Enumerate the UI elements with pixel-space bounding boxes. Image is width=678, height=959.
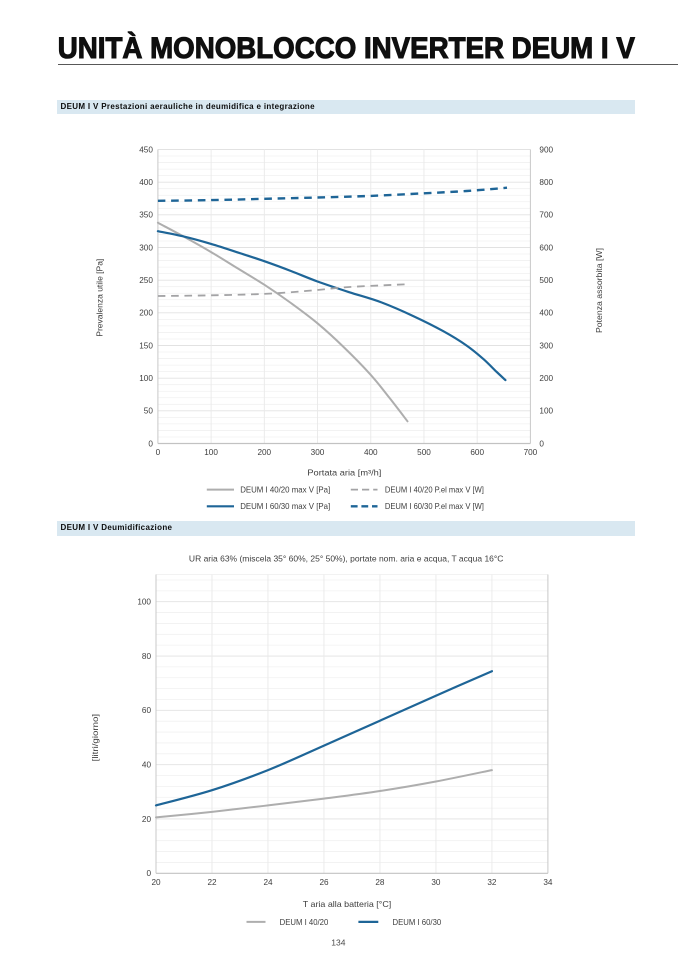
svg-text:400: 400 bbox=[539, 309, 553, 318]
svg-text:60: 60 bbox=[142, 706, 152, 715]
svg-text:T aria alla batteria [°C]: T aria alla batteria [°C] bbox=[303, 900, 392, 909]
svg-text:0: 0 bbox=[539, 439, 544, 448]
svg-text:100: 100 bbox=[137, 598, 151, 607]
svg-text:0: 0 bbox=[156, 448, 161, 457]
svg-text:700: 700 bbox=[539, 211, 553, 220]
svg-text:24: 24 bbox=[263, 878, 273, 887]
svg-text:UR aria 63% (miscela 35° 60%,: UR aria 63% (miscela 35° 60%, 25° 50%), … bbox=[189, 555, 504, 564]
svg-text:400: 400 bbox=[139, 178, 153, 187]
svg-text:32: 32 bbox=[487, 878, 497, 887]
svg-text:20: 20 bbox=[142, 815, 152, 824]
svg-text:500: 500 bbox=[539, 276, 553, 285]
svg-text:900: 900 bbox=[539, 145, 553, 154]
svg-text:400: 400 bbox=[364, 448, 378, 457]
svg-text:26: 26 bbox=[319, 878, 329, 887]
svg-text:30: 30 bbox=[431, 878, 441, 887]
svg-text:600: 600 bbox=[539, 243, 553, 252]
svg-text:DEUM I 40/20: DEUM I 40/20 bbox=[280, 918, 329, 927]
svg-text:DEUM I 60/30: DEUM I 60/30 bbox=[393, 918, 442, 927]
svg-text:300: 300 bbox=[539, 341, 553, 350]
svg-text:200: 200 bbox=[539, 374, 553, 383]
svg-text:UNITÀ MONOBLOCCO INVERTER DEUM: UNITÀ MONOBLOCCO INVERTER DEUM I V bbox=[58, 31, 635, 65]
svg-text:150: 150 bbox=[139, 341, 153, 350]
svg-text:22: 22 bbox=[207, 878, 217, 887]
svg-text:0: 0 bbox=[146, 869, 151, 878]
svg-text:800: 800 bbox=[539, 178, 553, 187]
svg-text:50: 50 bbox=[144, 407, 154, 416]
svg-text:250: 250 bbox=[139, 276, 153, 285]
svg-text:20: 20 bbox=[151, 878, 161, 887]
svg-text:500: 500 bbox=[417, 448, 431, 457]
svg-text:450: 450 bbox=[139, 145, 153, 154]
svg-text:Potenza assorbita [W]: Potenza assorbita [W] bbox=[595, 248, 604, 333]
svg-text:DEUM I 40/20 P.el max V [W]: DEUM I 40/20 P.el max V [W] bbox=[385, 486, 484, 495]
svg-text:600: 600 bbox=[470, 448, 484, 457]
svg-text:300: 300 bbox=[139, 243, 153, 252]
svg-text:34: 34 bbox=[543, 878, 553, 887]
svg-text:Portata aria [m³/h]: Portata aria [m³/h] bbox=[307, 468, 381, 477]
svg-text:200: 200 bbox=[139, 309, 153, 318]
svg-text:100: 100 bbox=[539, 407, 553, 416]
svg-text:200: 200 bbox=[257, 448, 271, 457]
svg-text:100: 100 bbox=[139, 374, 153, 383]
svg-text:100: 100 bbox=[204, 448, 218, 457]
svg-text:[litri/giorno]: [litri/giorno] bbox=[91, 714, 100, 762]
svg-text:0: 0 bbox=[148, 439, 153, 448]
svg-text:Prevalenza utile [Pa]: Prevalenza utile [Pa] bbox=[95, 259, 104, 337]
svg-text:DEUM I 60/30 max V [Pa]: DEUM I 60/30 max V [Pa] bbox=[240, 502, 330, 511]
svg-text:DEUM I 60/30 P.el max V [W]: DEUM I 60/30 P.el max V [W] bbox=[385, 502, 484, 511]
svg-text:350: 350 bbox=[139, 211, 153, 220]
svg-text:40: 40 bbox=[142, 761, 152, 770]
svg-text:DEUM I 40/20 max V [Pa]: DEUM I 40/20 max V [Pa] bbox=[240, 486, 330, 495]
svg-text:300: 300 bbox=[311, 448, 325, 457]
svg-text:28: 28 bbox=[375, 878, 385, 887]
svg-text:700: 700 bbox=[524, 448, 538, 457]
svg-text:80: 80 bbox=[142, 652, 152, 661]
svg-text:134: 134 bbox=[331, 938, 345, 948]
